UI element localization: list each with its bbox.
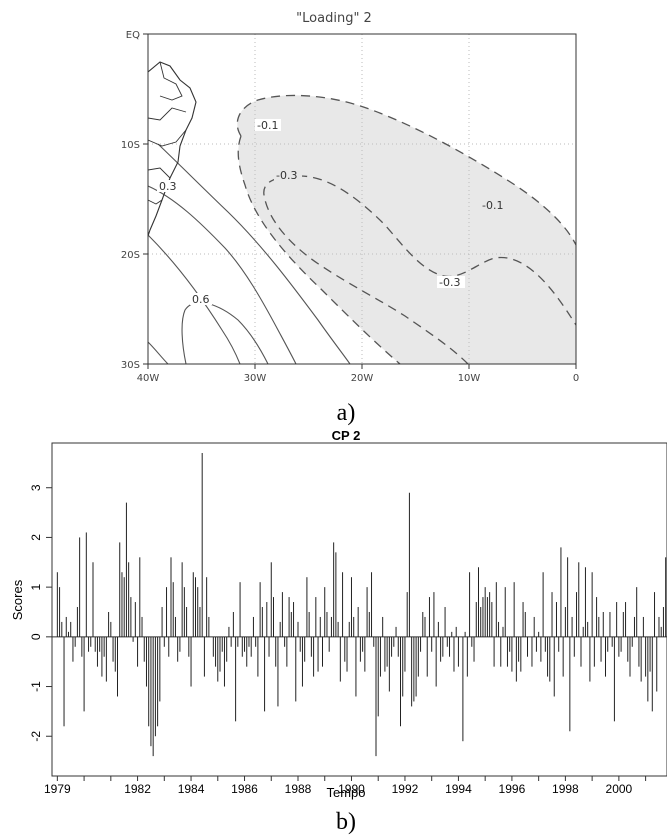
panel-a-map: "Loading" 2 [121,11,579,426]
x-tick-label-10w: 10W [458,373,481,384]
x-ticks: 1979 1982 1984 1986 1988 1990 1992 1994 1996 1998… [44,776,647,796]
label-bg [274,169,302,181]
y-ticks: 3 2 1 0 -1 -2 [29,484,52,742]
x-tick-label: 1982 [124,782,151,796]
x-tick-label-30w: 30W [244,373,267,384]
x-tick-label-40w: 40W [137,373,160,384]
y-tick-label-10s: 10S [121,140,140,151]
y-tick-label: 2 [29,534,43,541]
state-border-5 [148,199,163,205]
x-axis-label: Tempo [326,785,365,800]
map-grid [148,34,576,364]
x-tick-label: 1998 [552,782,579,796]
x-tick-label: 1992 [392,782,419,796]
contour-minus-0.1-lower [237,135,401,364]
x-tick-label: 1988 [285,782,312,796]
chart-frame [51,442,667,777]
panel-a-title: "Loading" 2 [296,11,372,26]
y-tick-label-20s: 20S [121,250,140,261]
label-bg [255,119,281,131]
contour-label-minus-0.1-left: -0.1 [257,119,278,132]
x-tick-label: 1990 [338,782,365,796]
x-tick-label: 1979 [44,782,71,796]
contour-label-0.3: 0.3 [159,180,177,193]
x-tick-label: 2000 [606,782,633,796]
state-border-1 [148,107,187,121]
y-tick-label: -2 [29,731,43,742]
contour-minus-0.1 [236,94,576,246]
x-tick-label: 1996 [499,782,526,796]
contour-0.45 [148,234,241,364]
x-tick-label-20w: 20W [351,373,374,384]
y-tick-label: -1 [29,681,43,692]
contour-minus-0.3 [263,175,576,364]
contour-label-minus-0.3-upper: -0.3 [276,169,297,182]
state-border-4 [148,167,171,179]
bar-series [52,452,667,757]
x-tick-label: 1986 [231,782,258,796]
x-tick-label: 1984 [178,782,205,796]
contour-label-minus-0.1-right: -0.1 [482,199,503,212]
contour-0.0 [157,143,351,364]
panel-a-caption: a) [337,400,356,426]
label-bg [480,199,508,211]
y-tick-label-30s: 30S [121,360,140,371]
contour-corner [148,341,169,364]
y-tick-label: 1 [29,583,43,590]
state-border-3 [159,61,183,101]
x-tick-label: 1994 [445,782,472,796]
y-axis-label: Scores [10,579,25,620]
state-border-2 [148,129,187,147]
y-tick-label: 3 [29,484,43,491]
label-bg [190,293,212,305]
label-bg [437,276,465,288]
y-tick-label-eq: EQ [126,30,140,41]
contour-label-0.6: 0.6 [192,293,210,306]
panel-b-caption: b) [336,809,356,835]
panel-b-title: CP 2 [332,428,361,443]
y-tick-label: 0 [29,633,43,640]
negative-region-shade [237,95,576,364]
contour-label-minus-0.3-lower: -0.3 [439,276,460,289]
contour-0.3 [148,185,297,364]
x-tick-label-0: 0 [573,373,579,384]
map-ticks [143,33,577,369]
label-bg [157,180,179,192]
